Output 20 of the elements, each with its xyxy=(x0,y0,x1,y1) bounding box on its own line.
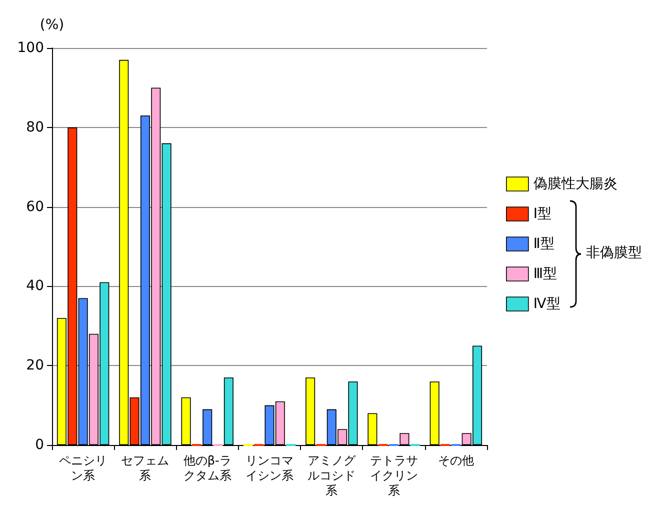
x-tick-label: リンコマイシン系 xyxy=(246,454,294,482)
legend-label: Ⅲ型 xyxy=(533,266,558,282)
x-tick-label: ペニシリン系 xyxy=(59,454,108,482)
y-tick-label: 0 xyxy=(35,437,44,453)
legend-label: Ⅱ型 xyxy=(533,236,554,252)
y-tick-label: 80 xyxy=(26,119,44,136)
x-tick-label: テトラサイクリン系 xyxy=(370,454,418,498)
y-tick-label: 20 xyxy=(26,358,44,374)
text: 非偽膜型 xyxy=(586,245,642,261)
y-tick-label: 40 xyxy=(26,278,44,294)
y-axis-title: (%) xyxy=(40,17,64,33)
x-tick-label: 他のβ-ラクタム系 xyxy=(183,454,232,482)
legend-label: 偽膜性大腸炎 xyxy=(533,176,618,192)
x-tick-label: その他 xyxy=(438,454,474,468)
x-tick-label: セフェム系 xyxy=(121,454,170,482)
y-tick-label: 60 xyxy=(26,198,44,215)
y-tick-label: 100 xyxy=(17,40,44,56)
legend-label: Ⅰ型 xyxy=(533,206,552,222)
x-tick-label: アミノグルコシド系 xyxy=(308,454,357,498)
legend-label: Ⅳ型 xyxy=(533,296,560,312)
